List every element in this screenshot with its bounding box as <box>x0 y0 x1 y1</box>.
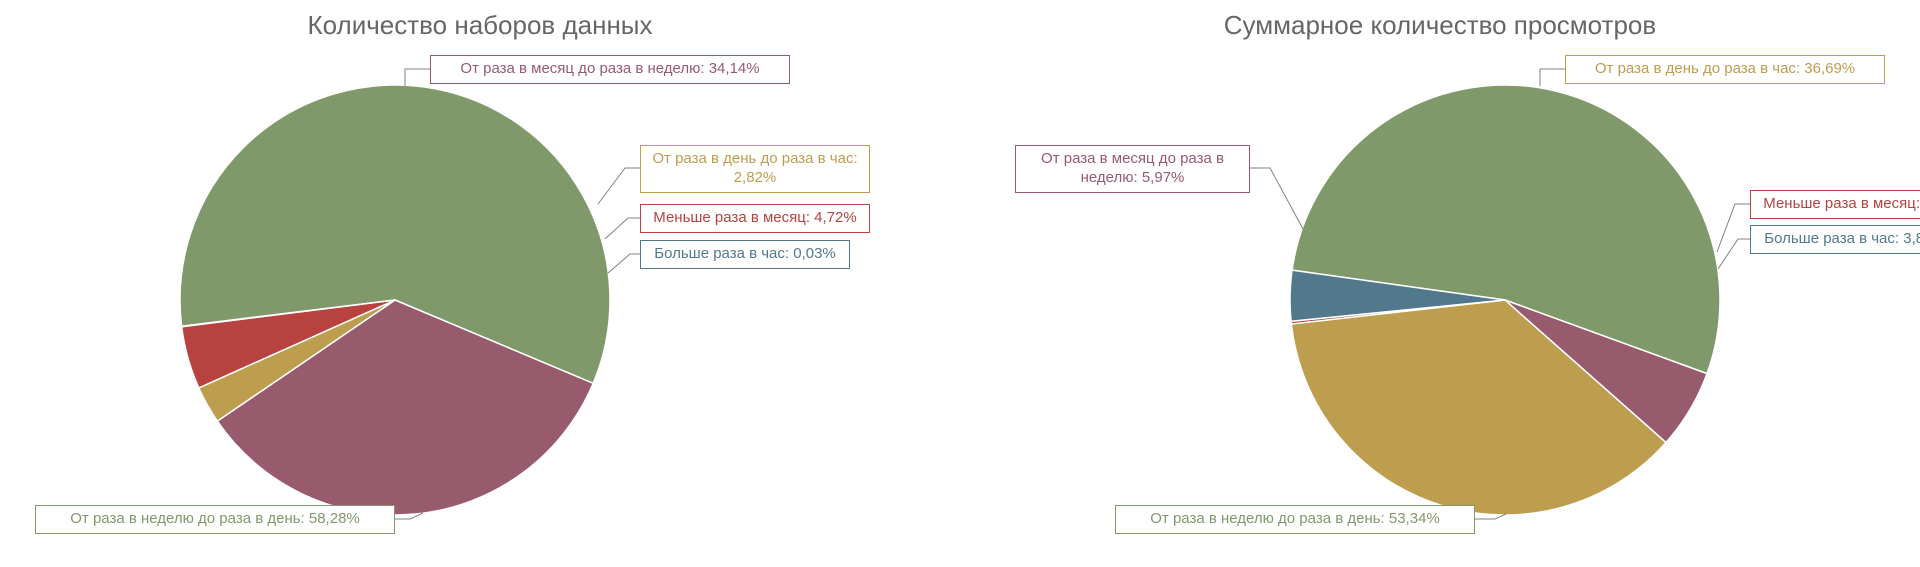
callout-views-week_to_day: От раза в неделю до раза в день: 53,34% <box>1115 505 1475 534</box>
callout-datasets-gt_hour: Больше раза в час: 0,03% <box>640 240 850 269</box>
leader-datasets-lt_month <box>605 218 645 239</box>
chart-views: Суммарное количество просмотров От раза … <box>960 0 1920 567</box>
callout-views-month_to_week: От раза в месяц до раза внеделю: 5,97% <box>1015 145 1250 193</box>
pie-views <box>960 0 1920 567</box>
callout-views-gt_hour: Больше раза в час: 3,80% <box>1750 225 1920 254</box>
callout-datasets-month_to_week: От раза в месяц до раза в неделю: 34,14% <box>430 55 790 84</box>
charts-row: Количество наборов данных От раза в меся… <box>0 0 1920 567</box>
pie-datasets <box>0 0 960 567</box>
callout-views-lt_month: Меньше раза в месяц: 0,20% <box>1750 190 1920 219</box>
callout-datasets-week_to_day: От раза в неделю до раза в день: 58,28% <box>35 505 395 534</box>
callout-views-day_to_hour: От раза в день до раза в час: 36,69% <box>1565 55 1885 84</box>
leader-views-month_to_week <box>1245 168 1303 229</box>
callout-datasets-lt_month: Меньше раза в месяц: 4,72% <box>640 204 870 233</box>
leader-datasets-day_to_hour <box>598 168 645 204</box>
callout-datasets-day_to_hour: От раза в день до раза в час:2,82% <box>640 145 870 193</box>
chart-datasets: Количество наборов данных От раза в меся… <box>0 0 960 567</box>
